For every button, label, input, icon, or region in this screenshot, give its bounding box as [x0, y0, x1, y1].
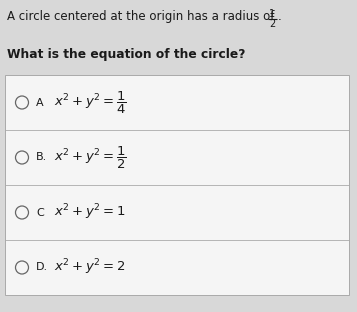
Text: 2: 2 — [269, 19, 275, 29]
Text: $x^2 + y^2 = \dfrac{1}{2}$: $x^2 + y^2 = \dfrac{1}{2}$ — [54, 144, 127, 171]
Text: B.: B. — [36, 153, 47, 163]
FancyBboxPatch shape — [5, 75, 349, 295]
Text: C: C — [36, 207, 44, 217]
Text: $x^2 + y^2 = \dfrac{1}{4}$: $x^2 + y^2 = \dfrac{1}{4}$ — [54, 90, 127, 115]
Text: A circle centered at the origin has a radius of: A circle centered at the origin has a ra… — [7, 10, 278, 23]
Text: What is the equation of the circle?: What is the equation of the circle? — [7, 48, 245, 61]
Text: $x^2 + y^2 = 2$: $x^2 + y^2 = 2$ — [54, 258, 125, 277]
Text: 1: 1 — [269, 9, 275, 19]
Text: $x^2 + y^2 = 1$: $x^2 + y^2 = 1$ — [54, 203, 125, 222]
Text: .: . — [278, 10, 282, 23]
Text: D.: D. — [36, 262, 48, 272]
Text: A: A — [36, 97, 44, 108]
